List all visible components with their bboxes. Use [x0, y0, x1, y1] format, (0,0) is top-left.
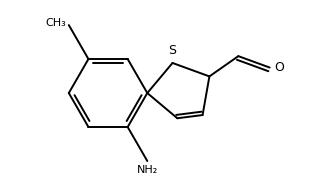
Text: S: S: [169, 44, 176, 57]
Text: O: O: [274, 61, 284, 74]
Text: CH₃: CH₃: [46, 18, 67, 28]
Text: NH₂: NH₂: [137, 165, 158, 175]
